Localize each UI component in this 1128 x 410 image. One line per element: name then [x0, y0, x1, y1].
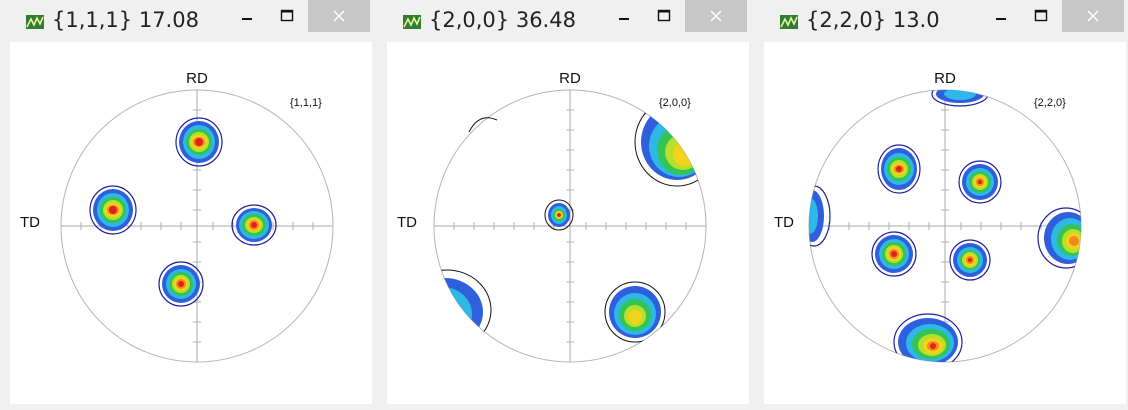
plane-label: {2,0,0}	[659, 97, 691, 109]
maximize-icon	[657, 9, 671, 22]
plane-label: {2,2,0}	[1034, 97, 1066, 109]
pole-figure-window-111: {1,1,1} 17.08	[6, 0, 376, 410]
maximize-button[interactable]	[272, 0, 302, 32]
minimize-button[interactable]	[609, 0, 639, 32]
pole-figure-window-220: {2,2,0} 13.0	[760, 0, 1128, 410]
window-title: {1,1,1} 17.08	[52, 8, 199, 32]
pole-figure-canvas[interactable]: RD TD {1,1,1}	[10, 42, 372, 404]
pole-figure-plot	[60, 89, 334, 363]
app-icon	[403, 15, 421, 29]
app-icon	[780, 15, 798, 29]
minimize-icon	[996, 18, 1006, 20]
pole-cluster	[871, 231, 917, 277]
pole-cluster	[958, 160, 1002, 204]
td-label: TD	[397, 214, 417, 231]
pole-cluster	[604, 281, 666, 343]
rd-label: RD	[186, 70, 208, 87]
pole-cluster	[89, 185, 137, 235]
maximize-button[interactable]	[649, 0, 679, 32]
minimize-icon	[619, 18, 629, 20]
pole-figure-plot	[433, 89, 707, 363]
plane-label: {1,1,1}	[290, 97, 322, 109]
rd-label: RD	[559, 70, 581, 87]
pole-cluster	[544, 199, 574, 231]
pole-cluster	[1037, 207, 1081, 269]
pole-cluster	[434, 269, 492, 351]
minimize-button[interactable]	[232, 0, 262, 32]
close-button[interactable]	[308, 0, 370, 32]
pole-cluster	[877, 144, 921, 194]
title-bar[interactable]: {2,0,0} 36.48	[383, 0, 753, 40]
minimize-button[interactable]	[986, 0, 1016, 32]
pole-figure-window-200: {2,0,0} 36.48	[383, 0, 753, 410]
td-label: TD	[20, 214, 40, 231]
close-icon	[710, 10, 722, 22]
rd-label: RD	[934, 70, 956, 87]
maximize-button[interactable]	[1026, 0, 1056, 32]
window-title: {2,2,0} 13.0	[806, 8, 940, 32]
contour-line	[468, 117, 498, 133]
td-label: TD	[774, 214, 794, 231]
pole-cluster	[809, 185, 831, 247]
pole-figure-canvas[interactable]: RD TD {2,0,0}	[387, 42, 749, 404]
axis-ticks	[80, 109, 314, 343]
close-icon	[333, 10, 345, 22]
pole-cluster	[231, 204, 277, 246]
title-bar[interactable]: {1,1,1} 17.08	[6, 0, 376, 40]
title-bar[interactable]: {2,2,0} 13.0	[760, 0, 1128, 40]
pole-cluster	[175, 117, 223, 167]
pole-cluster	[949, 239, 991, 281]
pole-figure-plot	[808, 89, 1082, 363]
maximize-icon	[280, 9, 294, 22]
pole-figure-canvas[interactable]: RD TD {2,2,0}	[764, 42, 1126, 404]
close-button[interactable]	[1062, 0, 1124, 32]
axis-ticks	[453, 109, 687, 343]
close-button[interactable]	[685, 0, 747, 32]
window-title: {2,0,0} 36.48	[429, 8, 576, 32]
maximize-icon	[1034, 9, 1048, 22]
app-icon	[26, 15, 44, 29]
minimize-icon	[242, 18, 252, 20]
close-icon	[1087, 10, 1099, 22]
pole-cluster	[158, 261, 204, 307]
pole-cluster	[893, 313, 963, 362]
